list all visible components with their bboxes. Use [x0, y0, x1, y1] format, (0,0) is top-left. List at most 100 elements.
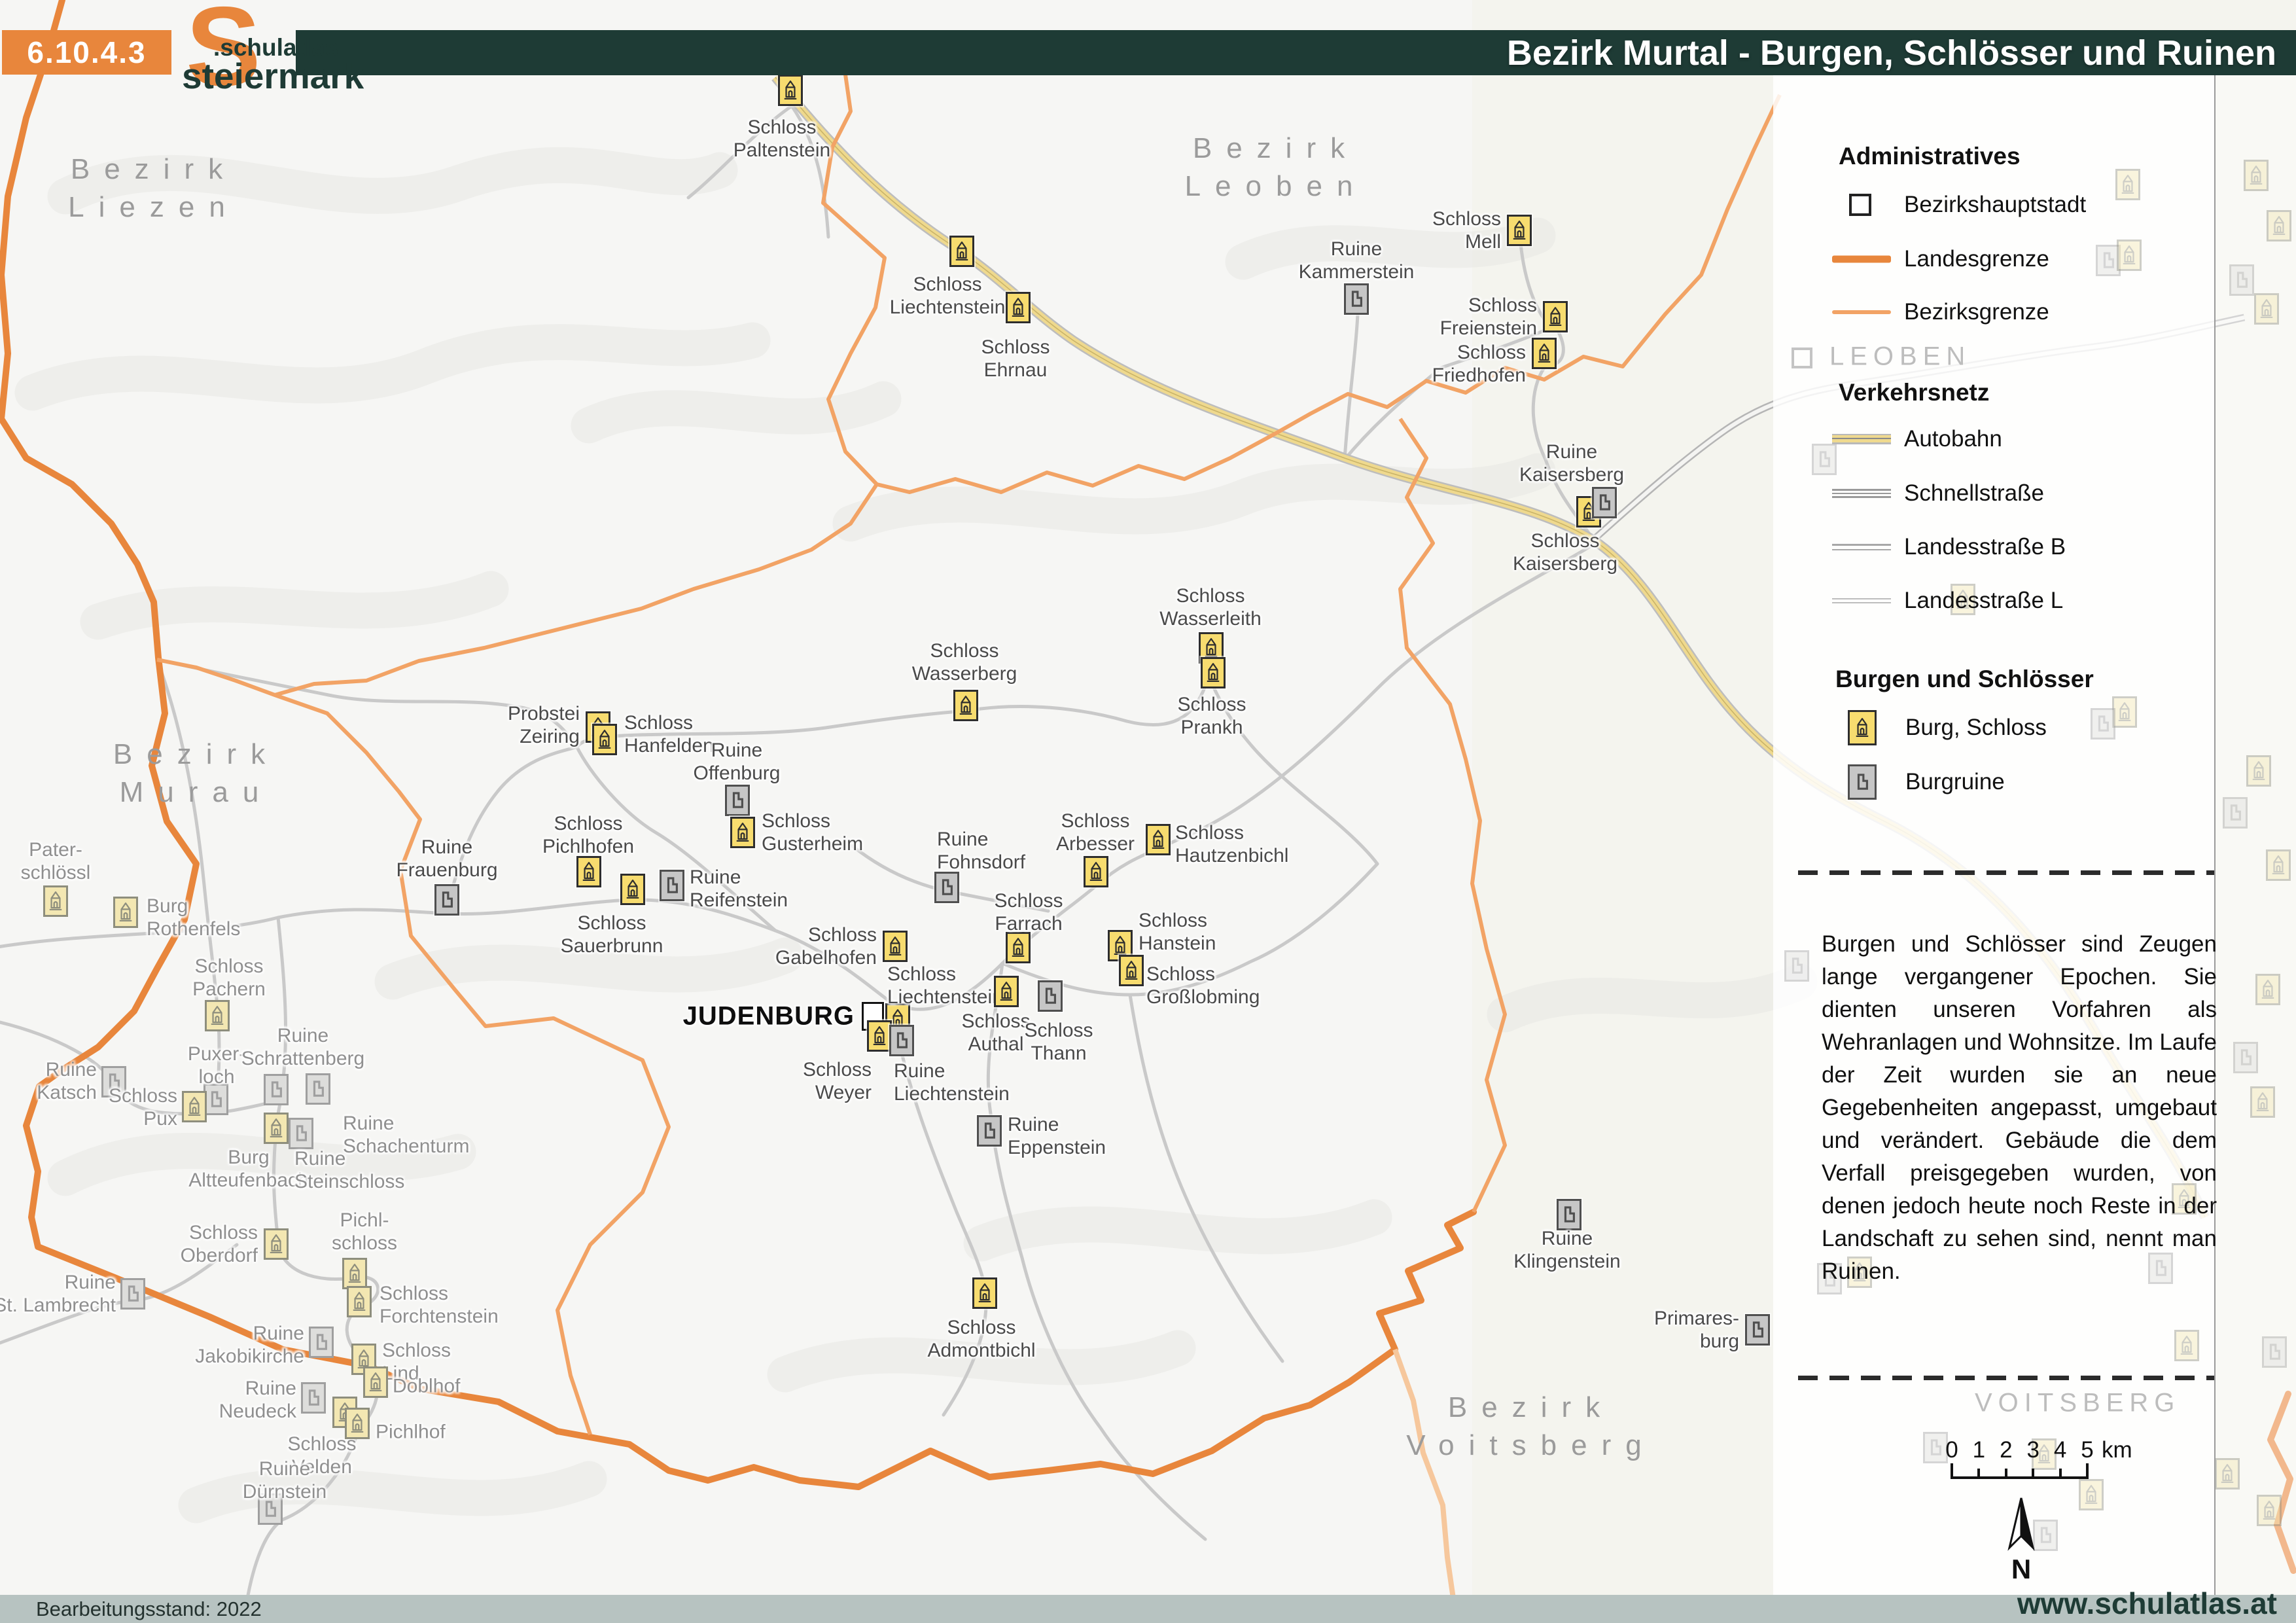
hauptstadt-watermark-icon	[1792, 348, 1812, 368]
logo-text-steiermark: steiermark	[182, 56, 364, 96]
ruin-watermark-icon	[2262, 1336, 2287, 1368]
map-marker-oberdorf	[264, 1228, 289, 1260]
logo-text-schulatlas: .schulatlas	[213, 34, 339, 61]
map-marker-reifenstein	[660, 870, 684, 901]
map-label-farrach: Schloss Farrach	[994, 890, 1063, 935]
map-marker-frauenburg	[434, 884, 459, 916]
map-label-lind: Schloss Lind	[382, 1340, 451, 1384]
ruin-watermark-icon	[1923, 1432, 1948, 1463]
castle-watermark-icon	[2174, 1330, 2199, 1361]
district-label-murau: Bezirk Murau	[113, 738, 280, 808]
map-label-reifenstein: Ruine Reifenstein	[690, 866, 788, 911]
map-label-altteufenbach: Burg Altteufenbach	[188, 1147, 309, 1191]
ruin-watermark-icon	[2091, 708, 2115, 740]
map-marker-pachern	[205, 1000, 230, 1031]
map-label-paltenstein: Schloss Paltenstein	[733, 116, 831, 161]
map-label-paterschloessl: Pater-schlössl	[20, 839, 91, 883]
map-label-puxerloch: Puxer-loch	[187, 1043, 246, 1088]
map-marker-hautzenbichl	[1146, 824, 1171, 855]
map-label-kaisersberg-schloss: Schloss Kaisersberg	[1512, 530, 1618, 575]
map-label-judenburg: JUDENBURG	[682, 1001, 855, 1031]
map-marker-rothenfels	[113, 897, 138, 928]
map-marker-wasserberg	[953, 690, 978, 721]
page-title: Bezirk Murtal - Burgen, Schlösser und Ru…	[1506, 33, 2276, 73]
map-label-ehrnau: Schloss Ehrnau	[981, 336, 1050, 381]
footer-website-link[interactable]: www.schulatlas.at	[2017, 1586, 2277, 1620]
map-label-freienstein: Schloss Freienstein	[1439, 294, 1537, 339]
map-marker-katsch	[101, 1066, 126, 1097]
map-marker-freienstein	[1543, 301, 1568, 332]
map-marker-st-lambrecht	[120, 1278, 145, 1310]
map-marker-kammerstein	[1344, 283, 1369, 315]
map-label-klingenstein: Ruine Klingenstein	[1513, 1228, 1621, 1272]
map-label-sauerbrunn: Schloss Sauerbrunn	[560, 912, 663, 957]
map-label-kammerstein: Ruine Kammerstein	[1298, 238, 1415, 283]
map-marker-fohnsdorf	[934, 872, 959, 903]
map-marker-thann	[1038, 980, 1063, 1012]
map-frame-line	[2214, 75, 2216, 1595]
map-label-hanfelden: Schloss Hanfelden	[624, 712, 714, 757]
castle-watermark-icon	[2215, 1458, 2240, 1489]
map-marker-forchtenstein	[347, 1286, 372, 1317]
map-marker-duernstein	[258, 1493, 283, 1525]
ruin-watermark-icon	[2096, 245, 2121, 276]
map-marker-liechtenstein-ruine	[889, 1025, 914, 1056]
map-label-grosslobming: Schloss Großlobming	[1146, 963, 1260, 1008]
map-label-fohnsdorf: Ruine Fohnsdorf	[937, 829, 1026, 873]
map-label-mell: Schloss Mell	[1432, 208, 1501, 253]
map-marker-schrattenberg	[264, 1074, 289, 1105]
map-bleed-strip	[2216, 75, 2296, 1595]
schulatlas-logo: S .schulatlas steiermark	[182, 0, 364, 115]
map-label-schrattenberg: Ruine Schrattenberg	[241, 1025, 365, 1069]
map-label-forchtenstein: Schloss Forchtenstein	[380, 1283, 499, 1327]
map-marker-prankh	[1201, 657, 1226, 688]
map-label-steinschloss: Ruine Steinschloss	[294, 1148, 405, 1192]
map-label-eppenstein: Ruine Eppenstein	[1008, 1114, 1106, 1158]
map-marker-gusterheim	[730, 817, 755, 848]
map-label-gabelhofen: Schloss Gabelhofen	[775, 924, 877, 969]
map-label-friedhofen: Schloss Friedhofen	[1432, 342, 1526, 386]
ruin-watermark-icon	[2233, 1042, 2258, 1073]
castle-watermark-icon	[1847, 1257, 1872, 1288]
castle-watermark-icon	[2255, 974, 2280, 1005]
map-marker-weyer	[867, 1020, 892, 1052]
map-marker-gabelhofen	[883, 931, 908, 962]
map-marker-eppenstein	[977, 1115, 1002, 1147]
map-label-pichlhof: Pichlhof	[376, 1421, 446, 1443]
castle-watermark-icon	[2257, 1495, 2282, 1526]
map-marker-schachenturm	[306, 1073, 330, 1105]
castle-watermark-icon	[2079, 1479, 2104, 1510]
ruin-watermark-icon	[2223, 797, 2248, 829]
ruin-watermark-icon	[2148, 1253, 2173, 1284]
map-label-liechtenstein-ruine: Ruine Liechtenstein	[894, 1060, 1010, 1105]
page-number-badge: 6.10.4.3	[2, 30, 171, 75]
castle-watermark-icon	[2115, 169, 2140, 200]
map-marker-pux	[182, 1091, 207, 1122]
map-label-zeiring: Probstei Zeiring	[507, 703, 580, 747]
map-label-authal: Schloss Authal	[961, 1010, 1031, 1055]
map-label-katsch: Ruine Katsch	[37, 1059, 97, 1103]
map-marker-admontbichl	[972, 1277, 997, 1309]
map-marker-offenburg	[725, 785, 750, 816]
map-label-pachern: Schloss Pachern	[192, 955, 266, 1000]
map-label-hanstein: Schloss Hanstein	[1139, 910, 1216, 954]
map-label-arbesser: Schloss Arbesser	[1055, 810, 1135, 855]
map-marker-doblhof	[363, 1366, 388, 1398]
map-marker-paterschloessl	[43, 885, 68, 917]
map-marker-authal	[994, 976, 1019, 1007]
map-label-hautzenbichl: Schloss Hautzenbichl	[1175, 822, 1289, 866]
ruin-watermark-icon	[1817, 1263, 1842, 1294]
map-marker-mell	[1507, 215, 1532, 246]
map-marker-sauerbrunn	[620, 874, 645, 905]
castle-watermark-icon	[1951, 584, 1975, 615]
district-label-voitsberg: Bezirk Voitsberg	[1406, 1391, 1656, 1461]
district-label-leoben: Bezirk Leoben	[1184, 132, 1368, 202]
map-marker-ehrnau	[1006, 292, 1031, 323]
map-label-frauenburg: Ruine Frauenburg	[396, 836, 498, 881]
ruin-watermark-icon	[1812, 444, 1837, 475]
map-label-jakobikirche: Ruine Jakobikirche	[195, 1323, 304, 1367]
footer-status: Bearbeitungsstand: 2022	[36, 1597, 262, 1620]
map-label-offenburg: Ruine Offenburg	[693, 740, 781, 784]
map-marker-paltenstein	[778, 75, 803, 106]
map-marker-hanfelden	[592, 724, 617, 755]
